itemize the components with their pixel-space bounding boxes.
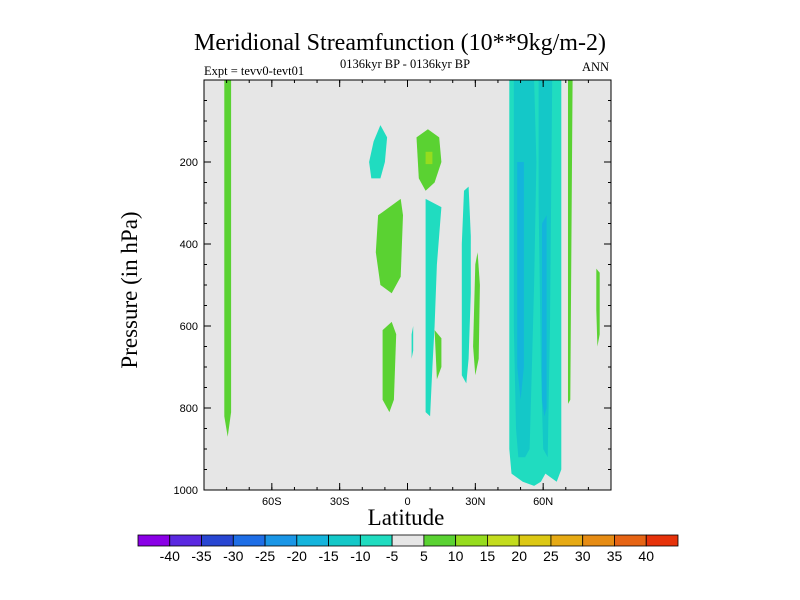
contour-trop-s-upper bbox=[369, 125, 388, 179]
x-axis-label: Latitude bbox=[367, 505, 445, 530]
colorbar-box bbox=[391, 534, 425, 547]
colorbar-box bbox=[232, 534, 266, 547]
contour-trop-n-upper-core bbox=[425, 151, 433, 165]
colorbar-label: -25 bbox=[255, 548, 275, 564]
colorbar-box bbox=[359, 534, 393, 547]
colorbar-label: -40 bbox=[160, 548, 180, 564]
contour-n-midlat-core2 bbox=[542, 215, 547, 417]
contour-trop-s-lower bbox=[382, 321, 397, 413]
contour-n-midlat-core bbox=[517, 162, 524, 400]
colorbar-box bbox=[455, 534, 488, 547]
y-tick-label: 1000 bbox=[174, 485, 198, 497]
colorbar-label: -35 bbox=[191, 548, 211, 564]
colorbar-box bbox=[645, 534, 679, 547]
contour-n-high-green bbox=[568, 80, 573, 404]
colorbar-box bbox=[423, 534, 457, 547]
x-tick-label: 30N bbox=[465, 496, 485, 508]
y-tick-label: 400 bbox=[180, 239, 198, 251]
experiment-label: Expt = tevv0-tevt01 bbox=[204, 64, 305, 78]
colorbar-box bbox=[137, 534, 171, 547]
colorbar-box bbox=[201, 534, 234, 547]
contour-equator-sliver bbox=[411, 326, 414, 359]
colorbar-box bbox=[296, 534, 329, 547]
contour-n-polar-green bbox=[596, 268, 600, 347]
colorbar-label: -30 bbox=[223, 548, 243, 564]
contour-trop-n-column bbox=[425, 198, 442, 417]
contour-n-subtrop-cyan bbox=[461, 186, 471, 384]
colorbar-label: -10 bbox=[350, 548, 370, 564]
colorbar-label: 20 bbox=[511, 548, 527, 564]
chart-subtitle: 0136kyr BP - 0136kyr BP bbox=[339, 57, 471, 71]
y-tick-label: 600 bbox=[180, 321, 198, 333]
contour-trop-n-lower-green bbox=[434, 330, 442, 380]
x-tick-label: 0 bbox=[404, 496, 410, 508]
colorbar-box bbox=[487, 534, 520, 547]
colorbar-label: -15 bbox=[318, 548, 338, 564]
y-tick-label: 800 bbox=[180, 403, 198, 415]
plot-axes: 60S 30S 0 30N 60N 200 400 600 800 1000 bbox=[174, 79, 612, 508]
colorbar-label: -20 bbox=[287, 548, 307, 564]
colorbar-box bbox=[582, 534, 615, 547]
x-tick-label: 60N bbox=[533, 496, 553, 508]
colorbar-box bbox=[550, 534, 584, 547]
colorbar-box bbox=[614, 534, 647, 547]
colorbar-box bbox=[169, 534, 202, 547]
colorbar-label: 35 bbox=[607, 548, 623, 564]
contour-trop-s-middle bbox=[375, 198, 403, 294]
x-tick-label: 60S bbox=[262, 496, 282, 508]
contour-southern-positive-band bbox=[224, 80, 232, 437]
colorbar-label: -5 bbox=[386, 548, 399, 564]
contour-n-subtrop-green bbox=[473, 252, 480, 376]
y-tick-label: 200 bbox=[180, 157, 198, 169]
colorbar-box bbox=[518, 534, 552, 547]
colorbar: -40 -35 -30 -25 -20 -15 -10 -5 5 10 15 20 25 30 35 40 bbox=[137, 534, 679, 564]
colorbar-label: 25 bbox=[543, 548, 559, 564]
contour-field bbox=[204, 80, 611, 490]
colorbar-box bbox=[264, 534, 298, 547]
colorbar-label: 5 bbox=[420, 548, 428, 564]
colorbar-box bbox=[328, 534, 361, 547]
chart-title: Meridional Streamfunction (10**9kg/m-2) bbox=[194, 30, 606, 56]
x-tick-label: 30S bbox=[330, 496, 350, 508]
colorbar-label: 40 bbox=[638, 548, 654, 564]
colorbar-label: 10 bbox=[448, 548, 464, 564]
season-label: ANN bbox=[582, 60, 610, 74]
colorbar-label: 15 bbox=[480, 548, 496, 564]
colorbar-label: 30 bbox=[575, 548, 591, 564]
